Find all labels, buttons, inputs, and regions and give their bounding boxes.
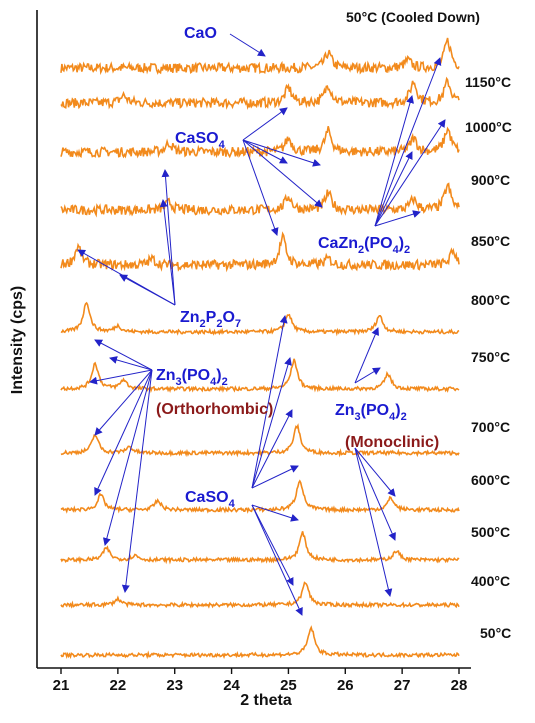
- arrow-caso4-5: [242, 139, 279, 236]
- trace-4: [60, 231, 460, 273]
- trace-6: [60, 358, 460, 394]
- arrow-znpo-m-3: [354, 447, 396, 497]
- annotation-labels: CaO CaSO4 CaZn2(PO4)2 Zn2P2O7 Zn3(PO4)2 …: [156, 25, 439, 510]
- arrow-caso4-2: [242, 139, 288, 164]
- arrow-caso4-l-3: [251, 409, 293, 489]
- arrow-znpo-m-4: [354, 447, 396, 541]
- arrow-znpo-o-3: [89, 369, 153, 385]
- label-zn3po42-ortho: Zn3(PO4)2: [156, 367, 228, 388]
- x-ticks: [60, 668, 460, 674]
- trace-3: [60, 182, 460, 218]
- temperature-label: 900°C: [471, 172, 510, 188]
- temperature-label: 850°C: [471, 233, 510, 249]
- label-cao: CaO: [184, 25, 217, 42]
- x-tick-label: 28: [451, 677, 468, 694]
- annotation-arrows: [77, 33, 446, 616]
- x-tick-label: 25: [280, 677, 297, 694]
- arrow-znppo-2: [161, 169, 176, 306]
- arrow-caso4-l-7: [251, 504, 303, 616]
- temperature-label: 700°C: [471, 419, 510, 435]
- x-tick-label: 23: [166, 677, 183, 694]
- temperature-label: 400°C: [471, 573, 510, 589]
- arrow-cao: [229, 33, 266, 57]
- label-zn2p2o7: Zn2P2O7: [180, 309, 241, 330]
- arrow-znpo-m-5: [354, 447, 393, 597]
- temperature-label: 800°C: [471, 292, 510, 308]
- arrow-znpo-o-2: [109, 356, 153, 371]
- arrow-cazn-1: [374, 57, 442, 227]
- trace-11: [60, 625, 460, 660]
- arrow-znppo-1: [159, 199, 176, 306]
- x-tick-label: 27: [394, 677, 411, 694]
- temperature-label: 750°C: [471, 349, 510, 365]
- label-caso4-lower: CaSO4: [185, 489, 236, 510]
- arrow-caso4-l-6: [251, 504, 294, 586]
- arrow-znpo-o-4: [94, 369, 153, 436]
- x-tick-label: 24: [223, 677, 240, 694]
- temperature-label: 1000°C: [465, 119, 512, 135]
- arrow-caso4-l-1: [251, 315, 288, 489]
- label-caso4-top: CaSO4: [175, 130, 226, 151]
- arrow-znpo-o-5: [94, 369, 153, 496]
- temperature-label: 50°C: [480, 625, 511, 641]
- arrow-znpo-o-6: [102, 369, 153, 546]
- x-tick-label: 22: [110, 677, 127, 694]
- trace-10: [60, 581, 460, 609]
- x-tick-label: 26: [337, 677, 354, 694]
- temperature-label: 50°C (Cooled Down): [346, 9, 480, 25]
- arrow-caso4-3: [242, 139, 321, 167]
- arrow-cazn-3: [374, 119, 446, 227]
- arrow-caso4-l-2: [251, 357, 292, 489]
- arrow-cazn-4: [374, 151, 413, 227]
- temperature-label: 1150°C: [465, 74, 511, 90]
- arrow-caso4-l-5: [251, 504, 299, 522]
- arrow-caso4-4: [242, 139, 323, 208]
- label-monoclinic: (Monoclinic): [345, 434, 439, 451]
- temperature-label: 500°C: [471, 524, 510, 540]
- trace-1: [60, 76, 460, 111]
- temperature-labels: 50°C (Cooled Down) 1150°C 1000°C 900°C 850°C…: [346, 9, 512, 641]
- x-tick-labels: 21 22 23 24 25 26 27 28: [53, 677, 468, 694]
- arrow-znppo-4: [119, 274, 176, 306]
- arrow-znpo-o-7: [121, 369, 153, 593]
- arrow-caso4-l-4: [251, 465, 299, 489]
- arrow-znpo-o-1: [94, 339, 153, 371]
- arrow-cazn-5: [374, 210, 421, 227]
- label-zn3po42-mono: Zn3(PO4)2: [335, 402, 407, 423]
- trace-5: [60, 301, 460, 337]
- arrow-caso4-1: [242, 107, 288, 141]
- trace-2: [60, 126, 460, 160]
- trace-8: [60, 479, 460, 514]
- y-axis-title: Intensity (cps): [9, 286, 26, 394]
- arrow-znpo-m-1: [354, 327, 379, 384]
- xrd-traces: [60, 37, 460, 660]
- temperature-label: 600°C: [471, 472, 510, 488]
- label-orthorhombic: (Orthorhombic): [156, 401, 273, 418]
- x-axis-title: 2 theta: [240, 692, 292, 709]
- arrow-znpo-m-2: [354, 367, 381, 384]
- trace-0: [60, 37, 460, 76]
- label-cazn2po42: CaZn2(PO4)2: [318, 235, 410, 256]
- x-tick-label: 21: [53, 677, 70, 694]
- trace-7: [60, 423, 460, 458]
- trace-9: [60, 531, 460, 565]
- arrow-cazn-2: [374, 95, 414, 227]
